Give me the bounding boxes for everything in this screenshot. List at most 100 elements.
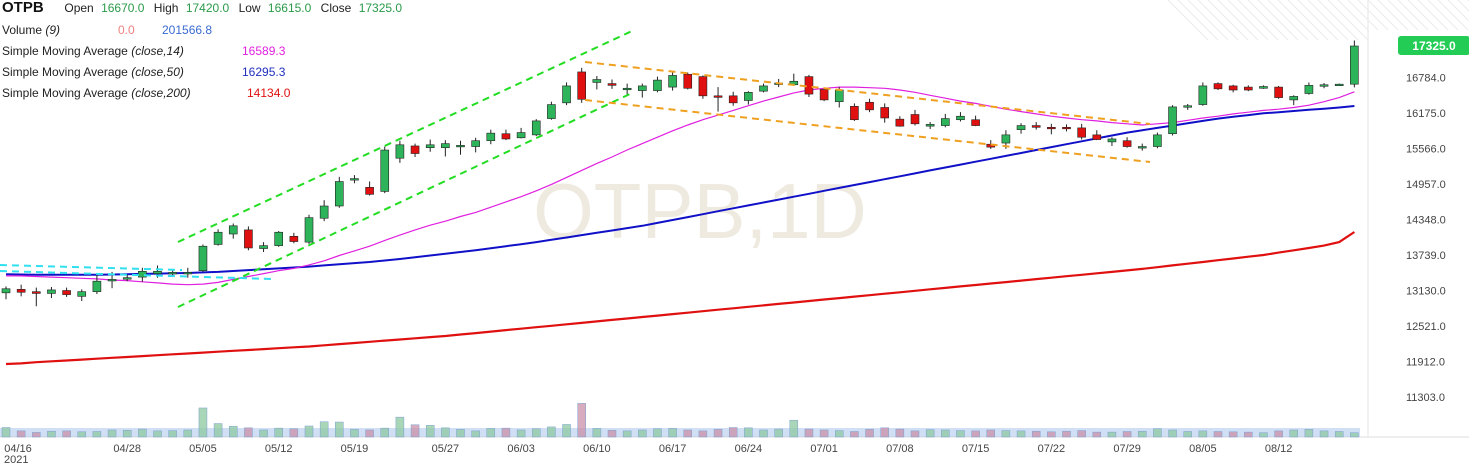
price-tick-label: 14348.0 [1406, 215, 1446, 227]
candle-body [1304, 85, 1314, 94]
candle-body [289, 236, 299, 242]
candle-body [1244, 86, 1253, 91]
cyan-line-lower [0, 270, 273, 280]
price-tick-label: 11912.0 [1406, 357, 1445, 369]
candle-body [168, 272, 177, 275]
hatch-line [1287, 0, 1329, 41]
close-value: 17325.0 [358, 1, 403, 15]
price-tick-label: 14957.0 [1406, 179, 1446, 191]
volume-bar [183, 429, 193, 438]
hatch-line [1217, 0, 1259, 41]
year-label: 2021 [4, 454, 28, 465]
candle-body [244, 229, 253, 249]
volume-bar [895, 428, 905, 438]
close-label: Close [320, 1, 352, 15]
volume-bar [562, 424, 571, 438]
candle-body [1228, 85, 1238, 91]
volume-bar [304, 425, 314, 438]
volume-bar [638, 429, 647, 438]
volume-bar [1138, 430, 1147, 438]
volume-bar [1016, 430, 1026, 438]
hatch-line [1277, 0, 1319, 41]
volume-bar [607, 430, 617, 438]
candle-body [31, 291, 41, 294]
date-tick-label: 07/01 [810, 443, 838, 455]
hatch-line [1197, 0, 1239, 41]
volume-value-1: 0.0 [118, 23, 135, 37]
sma14-legend: Simple Moving Average (close,14) 16589.3 [2, 44, 285, 58]
sma50-param: (close,50) [131, 65, 184, 79]
volume-bar [456, 429, 465, 438]
volume-bar [122, 430, 132, 438]
volume-bar [683, 429, 692, 438]
volume-bar [213, 423, 223, 438]
hatch-line [1457, 0, 1469, 12]
sma200-legend: Simple Moving Average (close,200) 14134.… [2, 86, 290, 100]
candle-body [1137, 146, 1147, 149]
hatch-line [1297, 0, 1339, 41]
candle-body [1107, 138, 1117, 143]
volume-bar [107, 429, 117, 438]
volume-bar [77, 431, 86, 438]
sma14-value: 16589.3 [242, 44, 286, 58]
candle-body [1259, 86, 1268, 89]
date-tick-label: 04/28 [113, 443, 141, 455]
candle-body [334, 181, 344, 207]
candle-body [198, 245, 208, 271]
volume-bar [138, 428, 147, 438]
volume-bar [1274, 430, 1283, 438]
sma200-path [5, 231, 1356, 366]
hatch-line [1247, 0, 1289, 41]
sma14-path [6, 86, 1355, 286]
candle-body [122, 277, 132, 280]
candle-body [668, 75, 677, 88]
candle-body [304, 217, 314, 243]
hatch-line [1437, 0, 1469, 32]
candle-body [62, 290, 71, 295]
candle-body [380, 149, 390, 192]
candle-body [274, 231, 284, 246]
volume-bar [941, 429, 950, 438]
candle-body [531, 120, 541, 136]
volume-bar [16, 430, 26, 438]
hatch-line [1227, 0, 1269, 41]
candle-body [1168, 106, 1177, 135]
volume-bar [32, 432, 41, 438]
last-price-badge [1398, 36, 1469, 55]
candle-body [471, 140, 480, 147]
price-tick-label: 15566.0 [1406, 144, 1446, 156]
candle-body [683, 73, 693, 89]
candle-body [865, 101, 874, 111]
candle-body [698, 76, 708, 97]
candle-body [1274, 86, 1283, 98]
candle-body [850, 106, 859, 121]
volume-bar [971, 430, 980, 438]
volume-bar [622, 430, 632, 438]
hatch-line [1327, 0, 1369, 41]
volume-bar [92, 431, 102, 438]
volume-bar [335, 421, 344, 438]
volume-value-2: 201566.8 [162, 23, 213, 37]
candle-body [1183, 105, 1192, 108]
sma200-value: 14134.0 [247, 86, 291, 100]
low-value: 16615.0 [267, 1, 312, 15]
candle-body [1350, 45, 1359, 85]
hatch-line [1267, 0, 1309, 41]
hatch-line [1167, 0, 1209, 41]
volume-bar [713, 429, 723, 438]
candle-body [607, 83, 617, 86]
price-tick-label: 16784.0 [1406, 73, 1446, 85]
candle-body [1213, 83, 1223, 90]
volume-bar [819, 429, 829, 438]
date-tick-label: 07/22 [1038, 443, 1066, 455]
volume-bar [1183, 431, 1192, 438]
sma50-line [5, 105, 1355, 276]
volume-label: Volume [2, 23, 43, 37]
volume-bar [1077, 430, 1086, 438]
candle-body [728, 95, 738, 104]
candle-body [971, 119, 980, 126]
candle-body [77, 291, 87, 297]
volume-bar [789, 419, 799, 438]
candle-body [819, 89, 829, 101]
